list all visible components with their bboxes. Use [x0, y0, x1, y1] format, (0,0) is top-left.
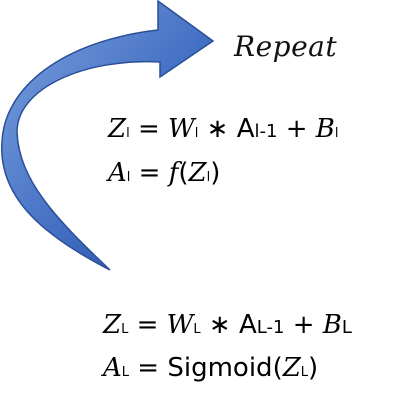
- a-variable: A: [103, 353, 122, 383]
- plus-sign: +: [292, 310, 315, 340]
- b-variable: B: [315, 114, 335, 144]
- w-variable: W: [166, 310, 194, 340]
- equals-sign: =: [137, 114, 160, 144]
- layer-subscript: L: [193, 322, 201, 337]
- multiply-operator: ∗: [206, 114, 229, 144]
- z-variable: Z: [108, 114, 127, 144]
- multiply-operator: ∗: [208, 310, 231, 340]
- plus-sign: +: [285, 114, 308, 144]
- prev-layer-subscript: L-1: [256, 317, 285, 338]
- open-paren: (: [178, 158, 189, 188]
- layer-subscript: L: [300, 365, 309, 380]
- hidden-layer-activation-equation: Al = f(Zl): [108, 158, 220, 188]
- open-paren: (: [272, 353, 283, 383]
- output-layer-linear-equation: ZL = WL ∗ AL-1 + BL: [103, 310, 352, 340]
- w-variable: W: [168, 114, 195, 144]
- z-variable: Z: [103, 310, 122, 340]
- layer-subscript: l: [206, 170, 211, 185]
- b-variable: B: [322, 310, 342, 340]
- a-variable: A: [238, 310, 257, 340]
- equals-sign: =: [137, 353, 160, 383]
- z-variable: Z: [282, 353, 301, 383]
- layer-subscript: l: [126, 170, 131, 185]
- prev-layer-subscript: l-1: [254, 121, 278, 142]
- layer-subscript: L: [121, 322, 129, 337]
- repeat-label: Repeat: [234, 30, 338, 63]
- layer-subscript: L: [341, 317, 352, 338]
- layer-subscript: l: [194, 126, 199, 141]
- z-variable: Z: [188, 158, 207, 188]
- equals-sign: =: [138, 158, 161, 188]
- close-paren: ): [308, 353, 319, 383]
- a-variable: A: [108, 158, 127, 188]
- a-variable: A: [236, 114, 255, 144]
- hidden-layer-linear-equation: Zl = Wl ∗ Al-1 + Bl: [108, 114, 339, 144]
- sigmoid-function: Sigmoid: [167, 353, 273, 383]
- output-layer-activation-equation: AL = Sigmoid(ZL): [103, 353, 318, 383]
- layer-subscript: l: [126, 126, 130, 141]
- layer-subscript: l: [334, 126, 339, 141]
- activation-function: f: [168, 158, 179, 188]
- layer-subscript: L: [121, 365, 130, 380]
- close-paren: ): [210, 158, 221, 188]
- equals-sign: =: [136, 310, 159, 340]
